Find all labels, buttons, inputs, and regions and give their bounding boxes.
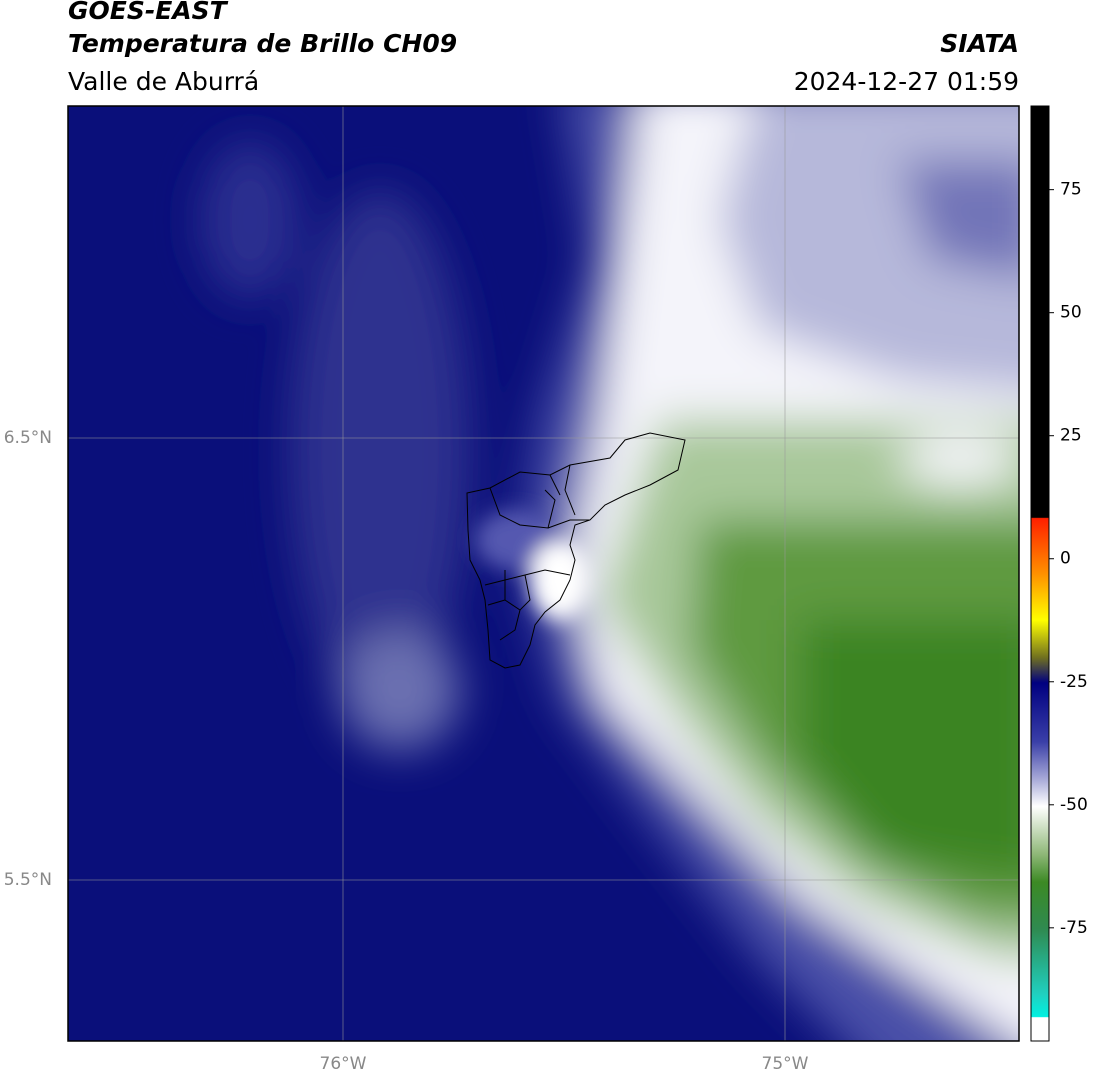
colorbar-tick-label: 25	[1060, 426, 1082, 446]
title: GOES-EAST	[68, 0, 229, 25]
colorbar-tick-label: -50	[1060, 795, 1088, 815]
colorbar-ticks: 75 50 25 0 -25 -50 -75	[1049, 180, 1088, 938]
datetime: 2024-12-27 01:59	[794, 67, 1019, 96]
colorbar-tick-label: 50	[1060, 303, 1082, 323]
colorbar-tick-label: -75	[1060, 918, 1088, 938]
lat-label: 5.5°N	[4, 870, 52, 890]
subtitle: Temperatura de Brillo CH09	[68, 29, 457, 58]
colorbar-tick-label: 0	[1060, 549, 1071, 569]
lat-label: 6.5°N	[4, 428, 52, 448]
colorbar-tick-label: 75	[1060, 180, 1082, 200]
source: SIATA	[940, 29, 1019, 58]
lon-label: 76°W	[320, 1054, 367, 1074]
map-frame	[67, 105, 1020, 1042]
region: Valle de Aburrá	[68, 67, 259, 96]
municipal-boundaries	[466, 432, 686, 669]
colorbar-tick-label: -25	[1060, 672, 1088, 692]
colorbar	[1030, 105, 1050, 1042]
lon-label: 75°W	[762, 1054, 809, 1074]
map-field	[68, 106, 1019, 1041]
